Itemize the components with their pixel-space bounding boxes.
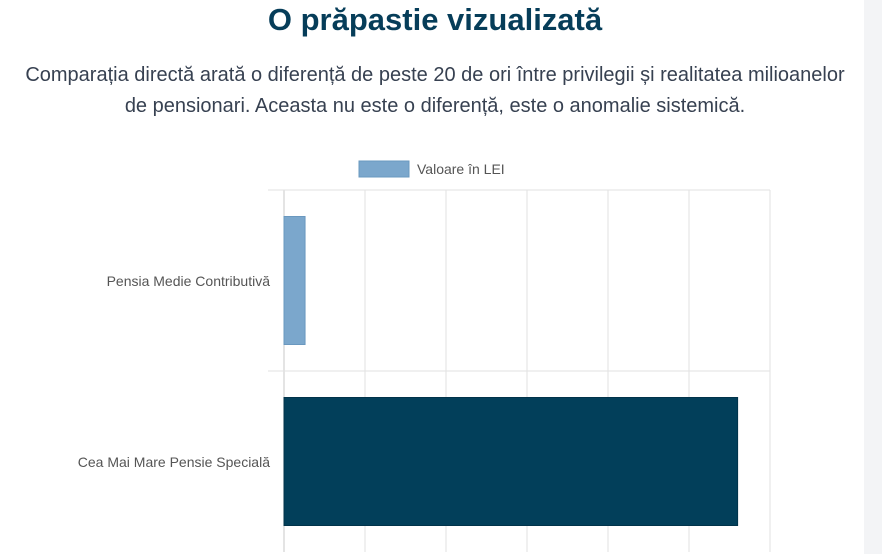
legend-label: Valoare în LEI	[417, 161, 505, 177]
chart-legend[interactable]: Valoare în LEI	[358, 160, 505, 178]
bar-0[interactable]	[283, 216, 306, 345]
bar-1[interactable]	[283, 397, 739, 526]
legend-swatch	[358, 160, 410, 178]
chart-bars	[283, 216, 739, 526]
page-title: O prăpastie vizualizată	[267, 2, 603, 37]
category-label-1: Cea Mai Mare Pensie Specială	[78, 454, 270, 470]
page-subtitle: Comparația directă arată o diferență de …	[25, 64, 845, 117]
category-label-0: Pensia Medie Contributivă	[107, 273, 271, 289]
scrollbar-track[interactable]	[864, 0, 882, 554]
